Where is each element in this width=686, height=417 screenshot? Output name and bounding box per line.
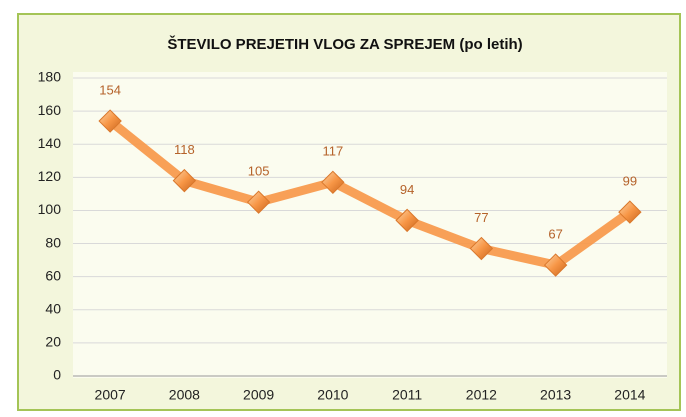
data-label: 105	[248, 164, 270, 179]
y-tick-label: 120	[38, 168, 62, 184]
marker	[321, 170, 345, 195]
data-label: 117	[323, 144, 344, 159]
data-label: 118	[174, 142, 195, 157]
chart-title: ŠTEVILO PREJETIH VLOG ZA SPREJEM (po let…	[167, 35, 522, 53]
marker	[395, 208, 419, 233]
y-tick-label: 60	[45, 267, 61, 283]
y-tick-label: 160	[38, 102, 62, 118]
y-tick-label: 40	[45, 300, 61, 316]
data-label: 99	[623, 174, 637, 189]
x-tick-label: 2012	[466, 387, 497, 403]
x-tick-label: 2011	[392, 387, 422, 403]
y-tick-label: 80	[45, 234, 61, 250]
y-tick-label: 20	[45, 334, 61, 350]
marker	[172, 168, 197, 193]
x-tick-label: 2010	[317, 387, 348, 403]
x-tick-label: 2014	[614, 387, 645, 403]
line-series	[105, 116, 635, 270]
x-tick-label: 2013	[540, 387, 571, 403]
marker	[246, 190, 271, 214]
x-tick-label: 2007	[95, 387, 126, 403]
data-label: 67	[548, 227, 562, 242]
marker	[618, 200, 642, 224]
y-tick-label: 0	[53, 367, 61, 383]
y-tick-label: 140	[38, 135, 62, 151]
x-tick-label: 2008	[169, 387, 200, 403]
data-label: 154	[99, 82, 121, 97]
data-label: 94	[400, 182, 414, 197]
data-label: 77	[474, 210, 488, 225]
plot-area	[73, 72, 667, 378]
x-tick-label: 2009	[243, 387, 274, 403]
marker	[469, 236, 494, 261]
marker	[98, 109, 122, 133]
y-tick-label: 180	[38, 69, 62, 85]
marker	[543, 253, 568, 277]
y-tick-label: 100	[38, 201, 62, 217]
